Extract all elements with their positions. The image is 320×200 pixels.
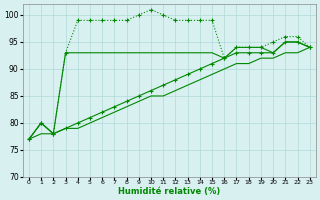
X-axis label: Humidité relative (%): Humidité relative (%) <box>118 187 220 196</box>
